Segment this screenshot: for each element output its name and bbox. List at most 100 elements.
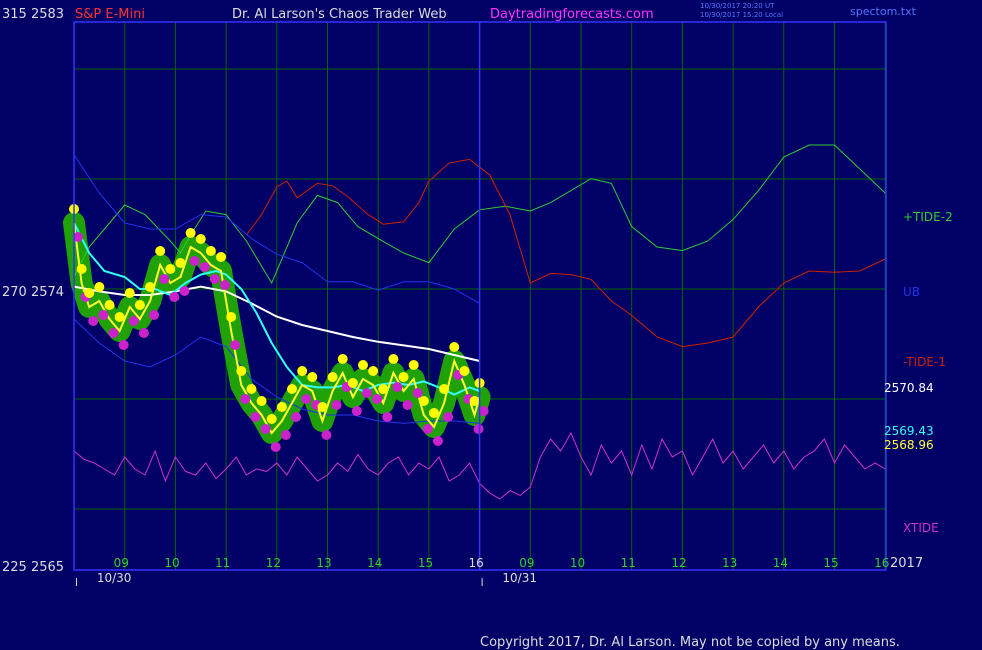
price-dot-up [368,366,379,376]
x-tick-label: 09 [114,556,129,570]
price-dot-down [98,310,109,320]
x-day-label: 10/30 [97,571,132,585]
price-dot-down [189,256,200,266]
price-dot-down [432,436,443,446]
x-tick-label: 14 [773,556,788,570]
price-dot-down [331,400,342,410]
price-dot-down [209,274,220,284]
right-label: 2568.96 [884,438,934,452]
series-line [245,158,886,348]
price-dot-down [361,388,372,398]
price-dot-up [327,372,338,382]
price-dot-up [428,408,439,418]
x-tick-label: 12 [671,556,686,570]
axes [73,21,887,586]
price-dot-up [378,384,389,394]
x-tick-label: 10 [570,556,585,570]
data-filename: spectom.txt [850,5,917,18]
price-dot-up [145,282,156,292]
x-tick-label: 15 [823,556,838,570]
price-dot-down [280,430,291,440]
price-dot-up [76,264,87,274]
x-tick-label: 14 [367,556,382,570]
price-dot-up [185,228,196,238]
timestamp-ut: 10/30/2017 20:20 UT [700,2,775,10]
price-dot-down [179,286,190,296]
price-dot-up [408,360,419,370]
price-dot-down [128,316,139,326]
price-dot-up [236,366,247,376]
price-dot-up [337,354,348,364]
price-dot-down [270,442,281,452]
right-label: -TIDE-1 [903,355,946,369]
price-dot-up [84,288,95,298]
x-tick-label: 16 [469,556,484,570]
price-dot-down [291,412,302,422]
series-line [73,154,480,304]
price-dot-up [307,372,318,382]
price-dot-up [124,288,135,298]
price-dot-down [230,340,241,350]
price-dot-down [88,316,99,326]
price-dot-up [357,360,368,370]
copyright-text: Copyright 2017, Dr. Al Larson. May not b… [480,635,900,650]
price-dot-up [246,384,257,394]
price-dot-up [297,366,308,376]
price-dot-down [260,424,271,434]
x-tick-label: 13 [316,556,331,570]
price-dot-up [418,396,429,406]
symbol-label: S&P E-Mini [75,7,145,22]
price-dot-down [199,262,210,272]
price-dot-down [422,424,433,434]
price-dot-up [94,282,105,292]
price-dot-down [351,406,362,416]
right-label: UB [903,285,920,299]
price-dot-down [108,328,119,338]
price-dot-up [317,402,328,412]
price-dot-down [473,424,484,434]
price-dot-down [402,400,413,410]
x-tick-label: 11 [621,556,636,570]
price-dot-up [175,258,186,268]
series-line [73,144,886,285]
timestamp-local: 10/30/2017 15:20 Local [700,11,783,19]
price-dot-down [412,388,423,398]
price-dot-down [118,340,129,350]
left-axis-top-label: 315 2583 [2,7,64,22]
site-title: Dr. Al Larson's Chaos Trader Web [232,7,447,22]
x-tick-label: 15 [418,556,433,570]
x-day-label: 10/31 [502,571,537,585]
x-tick-label: 16 [874,556,889,570]
right-label: 2570.84 [884,381,934,395]
x-tick-label: 09 [519,556,534,570]
price-dot-down [392,382,403,392]
price-dot-down [478,406,489,416]
price-dot-up [114,312,125,322]
price-dot-up [256,396,267,406]
price-dot-down [138,328,149,338]
price-dot-down [240,394,251,404]
price-dot-up [195,234,206,244]
price-dot-down [169,292,180,302]
price-dot-up [398,372,409,382]
x-tick-label: 10 [164,556,179,570]
right-label: 2569.43 [884,424,934,438]
price-dot-up [216,252,227,262]
price-dot-down [372,394,383,404]
right-label: +TIDE-2 [903,210,953,224]
x-tick-label: 12 [266,556,281,570]
price-dot-down [220,280,231,290]
price-dot-down [159,274,170,284]
price-dot-up [388,354,399,364]
left-axis-mid-label: 270 2574 [2,285,64,300]
price-dot-up [266,414,277,424]
price-dot-down [301,394,312,404]
site-url: Daytradingforecasts.com [490,7,654,22]
price-dots [69,204,489,452]
price-dot-up [347,378,358,388]
price-dot-up [469,396,480,406]
price-dot-down [250,412,261,422]
